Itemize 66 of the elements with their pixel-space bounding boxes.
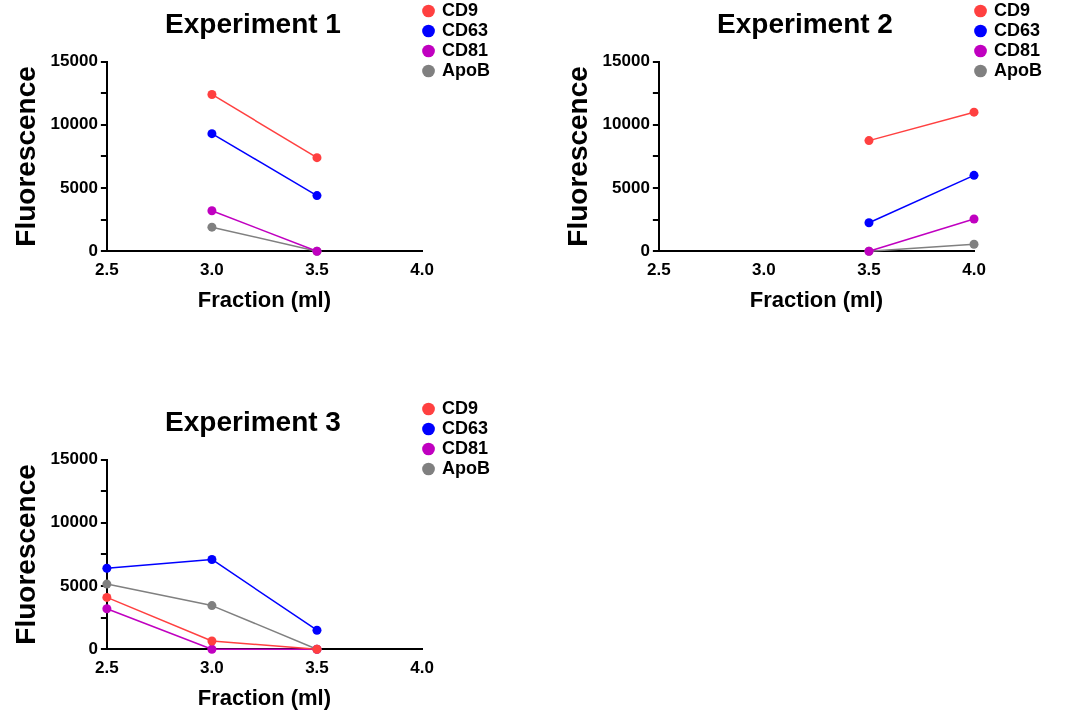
x-tick-label: 4.0 (410, 260, 434, 280)
point (312, 625, 322, 635)
point (207, 89, 217, 99)
point (102, 579, 112, 589)
legend-label: CD9 (994, 0, 1031, 20)
x-tick-label: 3.0 (752, 260, 776, 280)
point (312, 191, 322, 201)
legend-label: ApoB (994, 59, 1043, 80)
point (102, 604, 112, 614)
y-tick-label: 5000 (60, 177, 98, 197)
chart-title: Experiment 3 (165, 405, 341, 437)
y-tick-label: 10000 (50, 512, 98, 532)
point (969, 170, 979, 180)
legend-label: CD63 (442, 19, 489, 40)
x-axis-title: Fraction (ml) (197, 286, 332, 312)
x-axis-title: Fraction (ml) (749, 286, 884, 312)
y-tick-label: 15000 (50, 51, 98, 71)
point (207, 206, 217, 216)
legend-label: CD9 (442, 0, 479, 20)
y-axis-title: Fluorescence (9, 66, 41, 247)
point (207, 554, 217, 564)
legend-label: CD81 (994, 39, 1041, 60)
x-tick-label: 2.5 (95, 260, 119, 280)
y-tick-label: 15000 (50, 449, 98, 469)
chart-title: Experiment 1 (165, 7, 341, 39)
legend-label: CD81 (442, 437, 489, 458)
point (969, 107, 979, 117)
legend-label: ApoB (442, 59, 491, 80)
point (969, 214, 979, 224)
legend-label: CD81 (442, 39, 489, 60)
x-tick-label: 4.0 (962, 260, 986, 280)
x-tick-label: 3.0 (200, 658, 224, 678)
chart-title: Experiment 2 (717, 7, 893, 39)
legend-label: ApoB (442, 457, 491, 478)
legend-label: CD63 (994, 19, 1041, 40)
x-tick-label: 2.5 (95, 658, 119, 678)
x-tick-label: 3.5 (305, 658, 329, 678)
x-tick-label: 3.5 (857, 260, 881, 280)
y-axis-title: Fluorescence (561, 66, 593, 247)
x-tick-label: 3.5 (305, 260, 329, 280)
point (207, 129, 217, 139)
point (207, 636, 217, 646)
y-tick-label: 0 (88, 638, 98, 658)
point (207, 644, 217, 654)
point (864, 218, 874, 228)
legend-label: CD9 (442, 397, 479, 418)
y-tick-label: 10000 (50, 114, 98, 134)
point (207, 222, 217, 232)
y-tick-label: 0 (640, 240, 650, 260)
point (864, 136, 874, 146)
point (969, 239, 979, 249)
y-tick-label: 15000 (602, 51, 650, 71)
y-tick-label: 5000 (612, 177, 650, 197)
point (207, 601, 217, 611)
point (102, 563, 112, 573)
x-tick-label: 3.0 (200, 260, 224, 280)
point (102, 592, 112, 602)
x-tick-label: 4.0 (410, 658, 434, 678)
point (312, 153, 322, 163)
x-axis-title: Fraction (ml) (197, 684, 332, 710)
y-tick-label: 0 (88, 240, 98, 260)
legend-label: CD63 (442, 417, 489, 438)
y-axis-title: Fluorescence (9, 464, 41, 645)
x-tick-label: 2.5 (647, 260, 671, 280)
y-tick-label: 10000 (602, 114, 650, 134)
y-tick-label: 5000 (60, 575, 98, 595)
